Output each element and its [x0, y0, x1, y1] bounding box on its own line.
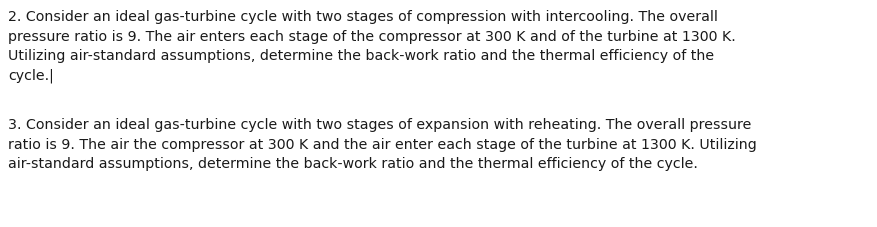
- Text: 2. Consider an ideal gas-turbine cycle with two stages of compression with inter: 2. Consider an ideal gas-turbine cycle w…: [8, 10, 718, 24]
- Text: pressure ratio is 9. The air enters each stage of the compressor at 300 K and of: pressure ratio is 9. The air enters each…: [8, 29, 736, 43]
- Text: air-standard assumptions, determine the back-work ratio and the thermal efficien: air-standard assumptions, determine the …: [8, 156, 698, 170]
- Text: cycle.|: cycle.|: [8, 68, 53, 83]
- Text: ratio is 9. The air the compressor at 300 K and the air enter each stage of the : ratio is 9. The air the compressor at 30…: [8, 137, 757, 151]
- Text: 3. Consider an ideal gas-turbine cycle with two stages of expansion with reheati: 3. Consider an ideal gas-turbine cycle w…: [8, 118, 752, 131]
- Text: Utilizing air-standard assumptions, determine the back-work ratio and the therma: Utilizing air-standard assumptions, dete…: [8, 49, 714, 63]
